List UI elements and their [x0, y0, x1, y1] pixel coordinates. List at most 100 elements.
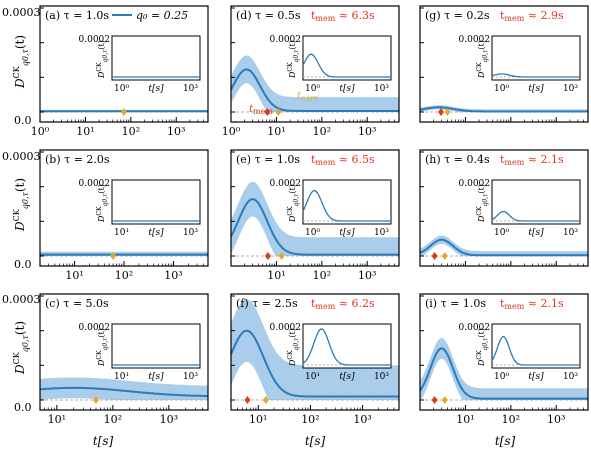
panel-c-inset-ylabel: DCKq0,τ(t): [96, 328, 109, 367]
panel-e-inset-line: [302, 189, 391, 222]
panel-h-tmem-text: tmem ≈ 2.1s: [500, 153, 564, 167]
panel-i-inset-ylabel: DCKq0,τ(t): [476, 328, 489, 367]
panel-c-xtick-label-0: 10¹: [48, 413, 66, 426]
panel-i-inset-line: [491, 335, 580, 366]
panel-d-inset-frame: [302, 35, 392, 81]
panel-i-inset-xlabel: t[s]: [528, 372, 544, 382]
panel-e-xtick-label-2: 10³: [358, 269, 376, 282]
panel-h-inset-xtick-left: 10⁰: [494, 228, 509, 238]
panel-i-inset-frame: [491, 323, 581, 369]
panel-c-tcorr-marker: [93, 396, 99, 404]
panel-f-tcorr-marker: [262, 396, 269, 404]
panel-e-inset-xlabel: t[s]: [339, 228, 355, 238]
panel-c-inset-xlabel: t[s]: [148, 372, 164, 382]
panel-i: 10¹ 10² 10³ (i) τ = 1.0s tmem ≈ 2.1s 0.0002DC…: [419, 293, 589, 426]
panels-group: 10⁰ 10¹ 10² 10³(a) τ = 1.0s0.0002DCKq0,τ(t)…: [31, 5, 589, 426]
panel-d-inset-ytick: 0.0002: [270, 35, 302, 45]
panel-f-inset-line: [302, 328, 391, 366]
panel-b-xtick-label-1: 10²: [115, 269, 133, 282]
panel-f-xtick-label-2: 10³: [353, 413, 371, 426]
tcorr-annotation-text: tcorr: [297, 91, 318, 103]
panel-e-tmem-text: tmem ≈ 6.5s: [311, 153, 375, 167]
panel-f-xtick-label-1: 10²: [301, 413, 319, 426]
panel-f-label: (f) τ = 2.5s: [236, 297, 298, 310]
panel-d-line: [230, 68, 399, 112]
panel-d-xtick-label-3: 10³: [358, 125, 376, 138]
panel-e-inset-xtick-left: 10⁰: [305, 228, 320, 238]
panel-c-inset-ytick: 0.0002: [79, 323, 111, 333]
y-zero-label-row2: 0.0: [14, 258, 32, 271]
x-axis-label-col2: t[s]: [305, 434, 326, 448]
panel-h-label: (h) τ = 0.4s: [425, 153, 490, 166]
tmem-annotation-text: tmem: [249, 104, 273, 116]
x-axis-label-col3: t[s]: [495, 434, 516, 448]
y-zero-label-row3: 0.0: [14, 401, 32, 414]
panel-i-xtick-label-1: 10²: [502, 413, 520, 426]
tcorr-annotation: tcorr: [297, 91, 318, 103]
panel-c-frame: [39, 293, 209, 411]
panel-a-inset-xlabel: t[s]: [148, 84, 164, 94]
panel-i-inset-ytick: 0.0002: [459, 323, 491, 333]
panel-i-inset-xtick-left: 10⁰: [494, 372, 509, 382]
panel-i-band: [420, 338, 588, 400]
panel-f-inset-xtick-right: 10³: [374, 372, 389, 382]
panel-a-inset-xtick-right: 10³: [183, 84, 198, 94]
panel-a-inset-xtick-left: 10⁰: [114, 84, 129, 94]
panel-d-inset-xtick-left: 10⁰: [305, 84, 320, 94]
panel-d-tmem-text: tmem ≈ 6.3s: [311, 9, 375, 23]
panel-c-label: (c) τ = 5.0s: [45, 297, 109, 310]
panel-i-tmem-text: tmem ≈ 2.1s: [500, 297, 564, 311]
panel-h-inset-frame: [491, 179, 581, 225]
panel-h-inset-xtick-right: 10³: [563, 228, 578, 238]
panel-b-inset-ytick: 0.0002: [79, 179, 111, 189]
panel-g-inset-line: [491, 73, 580, 78]
panel-d-tcorr-marker: [275, 108, 282, 116]
panel-f: 10¹ 10² 10³ (f) τ = 2.5s tmem ≈ 6.2s 0.0002DC…: [230, 293, 400, 426]
panel-e-label: (e) τ = 1.0s: [236, 153, 300, 166]
panel-a-tcorr-marker: [120, 108, 127, 116]
panel-a-xtick-label-2: 10²: [122, 125, 140, 138]
panel-d: 10⁰ 10¹ 10² 10³ (d) τ = 0.5s tmem ≈ 6.3s 0.000…: [222, 5, 400, 138]
panel-h-tmem-marker: [431, 252, 438, 260]
panel-a-label: (a) τ = 1.0s: [45, 9, 109, 22]
panel-i-tmem-marker: [431, 396, 438, 404]
panel-i-line: [419, 347, 588, 400]
panel-f-inset-xtick-left: 10¹: [305, 372, 320, 382]
panel-b-inset-xlabel: t[s]: [148, 228, 164, 238]
panel-g-inset-ytick: 0.0002: [459, 35, 491, 45]
panel-g-inset-xtick-left: 10⁰: [494, 84, 509, 94]
panel-e-inset-frame: [302, 179, 392, 225]
panel-c-inset-xtick-left: 10¹: [114, 372, 129, 382]
panel-a-inset-ylabel: DCKq0,τ(t): [96, 40, 109, 79]
panel-h-line: [419, 238, 588, 257]
panel-g-tmem-marker: [438, 108, 445, 116]
panel-d-xtick-label-0: 10⁰: [222, 125, 241, 138]
panel-e-line: [230, 198, 399, 256]
tmem-annotation: tmem: [249, 104, 273, 116]
panel-g-tmem-text: tmem ≈ 2.9s: [500, 9, 564, 23]
y-axis-label-row3: DCKq0,τ(t): [12, 321, 30, 375]
panel-d-inset-line: [302, 53, 391, 78]
panel-c-xtick-label-2: 10³: [160, 413, 178, 426]
panel-f-line: [230, 329, 399, 398]
panel-h-inset-ylabel: DCKq0,τ(t): [476, 184, 489, 223]
panel-i-label: (i) τ = 1.0s: [425, 297, 486, 310]
panel-c-inset-frame: [111, 323, 201, 369]
legend: q₀ = 0.25: [112, 9, 188, 22]
y-top-label-row3: 0.0003: [2, 293, 41, 306]
y-axis-label-row2: DCKq0,τ(t): [12, 178, 30, 232]
panel-d-band: [231, 55, 399, 112]
panel-b-inset-frame: [111, 179, 201, 225]
panel-g-inset-xlabel: t[s]: [528, 84, 544, 94]
panel-d-label: (d) τ = 0.5s: [236, 9, 301, 22]
panel-d-inset-xlabel: t[s]: [339, 84, 355, 94]
panel-d-inset-ylabel: DCKq0,τ(t): [287, 40, 300, 79]
panel-a-inset-ytick: 0.0002: [79, 35, 111, 45]
panel-h-inset-xlabel: t[s]: [528, 228, 544, 238]
panel-e-xtick-label-0: 10¹: [267, 269, 285, 282]
legend-label: q₀ = 0.25: [136, 9, 188, 22]
panel-f-tmem-text: tmem ≈ 6.2s: [311, 297, 375, 311]
